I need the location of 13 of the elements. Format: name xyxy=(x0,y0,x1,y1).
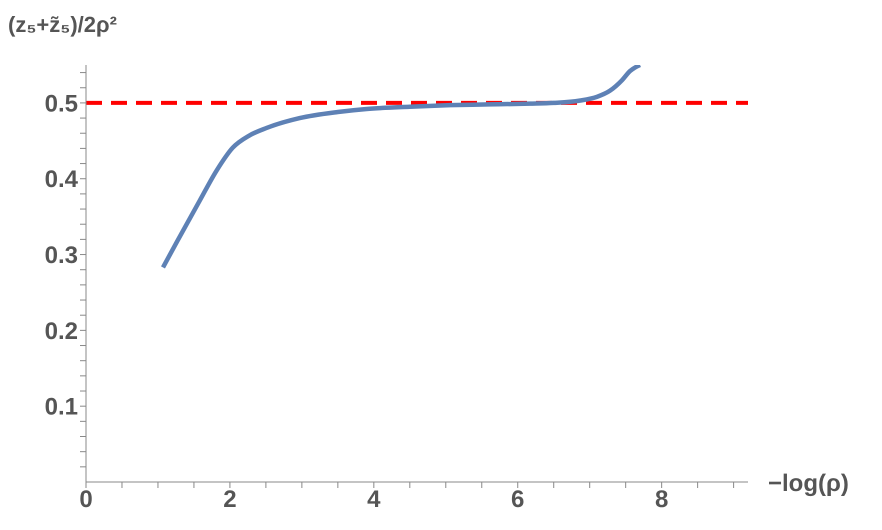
y-tick-label: 0.3 xyxy=(44,242,78,270)
line-series xyxy=(160,65,642,270)
x-tick-label: 6 xyxy=(511,486,524,514)
x-tick-label: 8 xyxy=(654,486,668,514)
y-tick-label: 0.4 xyxy=(44,166,79,194)
x-tick-label: 2 xyxy=(223,486,237,514)
y-tick-label: 0.5 xyxy=(44,90,78,118)
y-axis-title: (z₅+z̃₅)/2ρ² xyxy=(8,12,117,38)
x-tick-label: 0 xyxy=(79,486,93,514)
x-axis-title: −log(ρ) xyxy=(768,470,849,498)
y-tick-label: 0.1 xyxy=(44,394,78,421)
y-tick-label: 0.2 xyxy=(44,318,78,345)
x-tick-label: 4 xyxy=(367,486,382,514)
